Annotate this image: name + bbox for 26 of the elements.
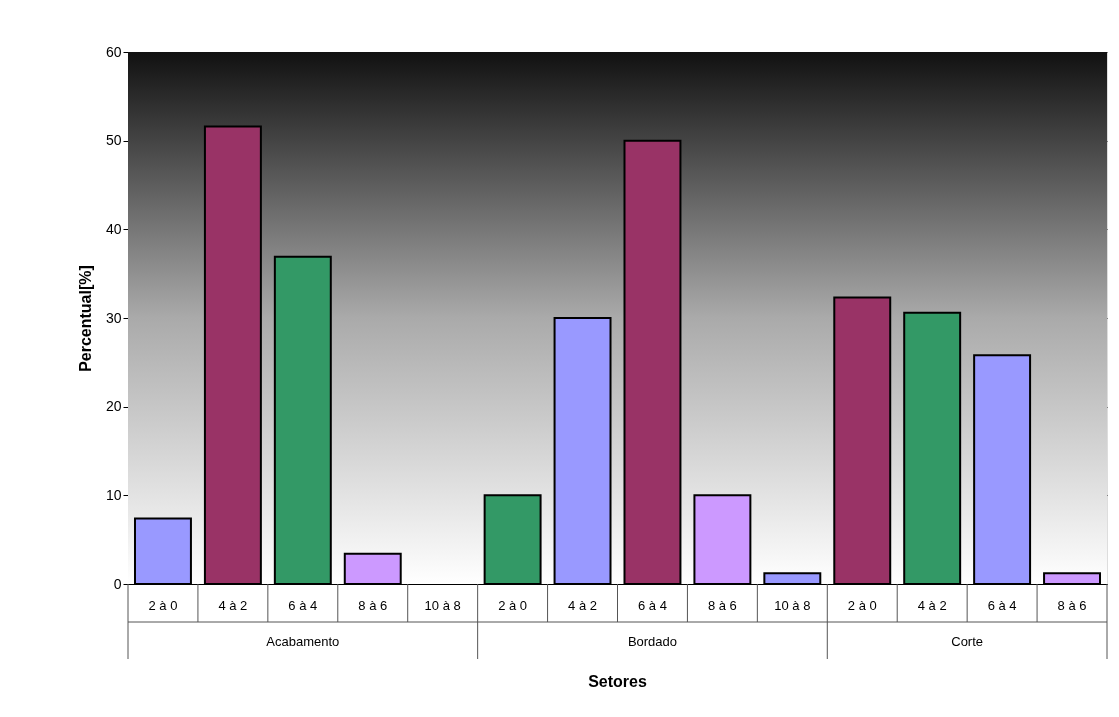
x-tick-label: 6 à 4 — [288, 598, 318, 613]
x-axis-title: Setores — [588, 673, 647, 690]
x-tick-label: 8 à 6 — [707, 598, 737, 613]
x-tick-label: 2 à 0 — [498, 598, 528, 613]
text: Bordado — [627, 634, 678, 649]
text: Acabamento — [266, 634, 340, 649]
y-tick-label: 60 — [105, 43, 122, 60]
y-tick-label: 10 — [105, 486, 122, 503]
y-axis-title: Percentual[%] — [76, 265, 94, 372]
text: Corte — [951, 634, 984, 649]
x-tick-label: 2 à 0 — [148, 598, 178, 613]
x-tick-label: 2 à 0 — [847, 598, 877, 613]
x-tick-label: 10 à 8 — [774, 598, 811, 613]
x-tick-label: 4 à 2 — [917, 598, 947, 613]
y-tick-label: 40 — [105, 220, 122, 237]
x-tick-label: 8 à 6 — [1057, 598, 1087, 613]
x-tick-label: 4 à 2 — [568, 598, 597, 613]
x-tick-label: 8 à 6 — [358, 598, 388, 613]
x-tick-label: 6 à 4 — [638, 598, 667, 613]
y-tick-label: 0 — [113, 575, 122, 592]
x-tick-label: 4 à 2 — [218, 598, 248, 613]
y-tick-label: 20 — [105, 398, 122, 415]
y-tick-label: 50 — [105, 132, 122, 149]
y-tick-label: 30 — [105, 309, 122, 326]
x-tick-label: 6 à 4 — [987, 598, 1017, 613]
x-tick-label: 10 à 8 — [424, 598, 461, 613]
